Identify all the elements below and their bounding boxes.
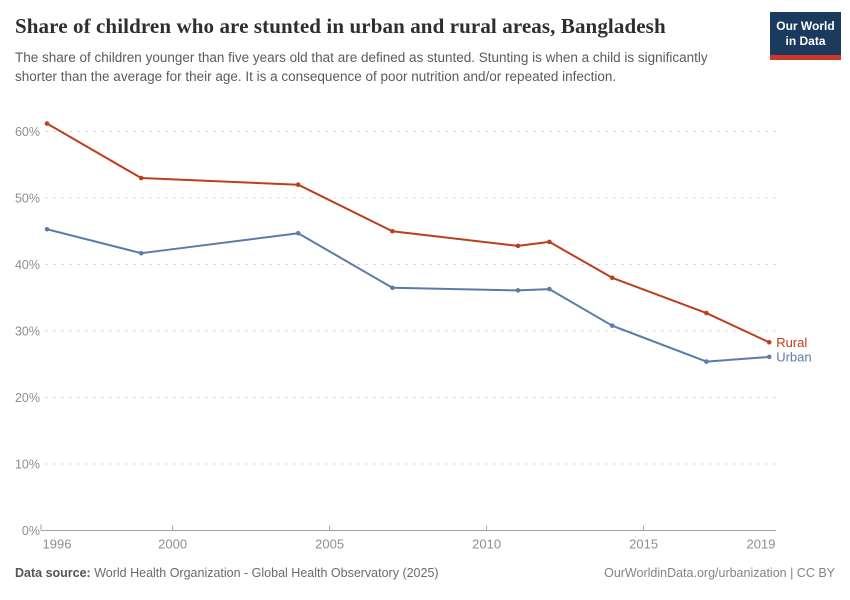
urban-data-point (766, 354, 772, 360)
owid-logo-line1: Our World (776, 19, 835, 33)
rural-data-point (704, 310, 709, 316)
rural-data-point (44, 121, 50, 126)
y-tick-label: 0% (22, 524, 40, 538)
rural-line (46, 122, 771, 344)
rural-data-point (295, 182, 301, 187)
urban-series-label: Urban (776, 349, 811, 364)
x-tick-label: 2005 (315, 537, 344, 552)
owid-url-license[interactable]: OurWorldinData.org/urbanization | CC BY (604, 566, 835, 580)
urban-data-point (547, 286, 552, 292)
urban-data-point (390, 285, 395, 291)
urban-data-point (138, 250, 144, 256)
owid-logo-box: Our World in Data (770, 12, 841, 55)
rural-data-point (515, 243, 521, 249)
x-tick-label: 2000 (158, 537, 187, 552)
y-tick-label: 20% (15, 391, 40, 405)
data-source-text: World Health Organization - Global Healt… (90, 566, 439, 580)
urban-data-point (704, 359, 709, 364)
x-tick-label: 1996 (43, 537, 72, 552)
y-tick-label: 10% (15, 458, 40, 472)
x-tick-label: 2015 (629, 537, 658, 552)
y-tick-label: 60% (15, 125, 40, 139)
data-source: Data source: World Health Organization -… (15, 566, 439, 580)
owid-logo: Our World in Data (770, 12, 841, 60)
data-source-label: Data source: (15, 566, 91, 580)
urban-data-point (44, 226, 50, 232)
rural-series-label: Rural (776, 335, 807, 350)
urban-data-point (609, 323, 615, 328)
chart-footer: Data source: World Health Organization -… (15, 566, 835, 580)
rural-data-point (766, 340, 772, 345)
chart-header: Share of children who are stunted in urb… (15, 14, 760, 86)
owid-logo-red-strip (770, 55, 841, 60)
urban-data-point (295, 230, 301, 236)
rural-data-point (138, 175, 144, 181)
y-tick-label: 30% (15, 325, 40, 339)
rural-data-point (547, 239, 552, 245)
urban-data-point (515, 288, 521, 293)
owid-logo-line2: in Data (785, 34, 826, 48)
rural-data-point (390, 228, 395, 234)
x-tick-label: 2019 (747, 537, 776, 552)
y-tick-label: 40% (15, 258, 40, 272)
chart-subtitle: The share of children younger than five … (15, 50, 708, 84)
chart-title: Share of children who are stunted in urb… (15, 14, 666, 38)
x-tick-label: 2010 (472, 537, 501, 552)
rural-data-point (609, 275, 615, 281)
y-tick-label: 50% (15, 192, 40, 206)
